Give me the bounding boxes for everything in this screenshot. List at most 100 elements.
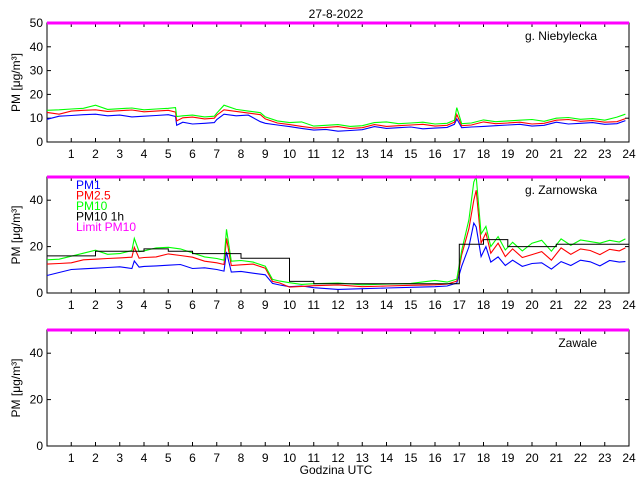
x-tick-label: 24 (622, 147, 636, 161)
x-tick-label: 1 (68, 298, 75, 312)
y-tick-label: 0 (36, 135, 43, 149)
x-tick-label: 3 (116, 298, 123, 312)
x-tick-label: 19 (501, 147, 515, 161)
plot-frame (46, 22, 630, 143)
x-tick-label: 18 (477, 298, 491, 312)
y-tick-label: 20 (30, 240, 44, 254)
x-tick-label: 24 (622, 298, 636, 312)
x-tick-label: 3 (116, 147, 123, 161)
y-tick-label: 40 (30, 346, 44, 360)
x-tick-label: 5 (165, 147, 172, 161)
x-tick-label: 10 (283, 298, 297, 312)
x-tick-label: 13 (356, 147, 370, 161)
x-tick-label: 15 (404, 298, 418, 312)
legend-entry: PM2.5 (76, 189, 111, 203)
x-tick-label: 6 (189, 147, 196, 161)
x-tick-label: 6 (189, 451, 196, 465)
x-axis-label: Godzina UTC (300, 463, 373, 477)
plot-frame (46, 176, 630, 294)
x-tick-label: 2 (92, 147, 99, 161)
x-tick-label: 15 (404, 451, 418, 465)
x-tick-label: 9 (262, 298, 269, 312)
x-tick-label: 12 (331, 147, 345, 161)
x-tick-label: 9 (262, 147, 269, 161)
x-tick-label: 7 (213, 451, 220, 465)
x-tick-label: 13 (356, 298, 370, 312)
x-tick-label: 6 (189, 298, 196, 312)
y-tick-label: 40 (30, 40, 44, 54)
legend-entry: PM10 (76, 199, 108, 213)
x-tick-label: 14 (380, 147, 394, 161)
series-line-pm1 (46, 113, 626, 132)
x-tick-label: 4 (141, 298, 148, 312)
x-tick-label: 16 (428, 298, 442, 312)
x-tick-label: 2 (92, 451, 99, 465)
y-tick-label: 50 (30, 16, 44, 30)
x-tick-label: 23 (598, 451, 612, 465)
x-tick-label: 2 (92, 298, 99, 312)
x-tick-label: 23 (598, 298, 612, 312)
x-tick-label: 10 (283, 451, 297, 465)
x-tick-label: 7 (213, 298, 220, 312)
series-line-pm10 (46, 104, 626, 127)
y-axis-label: PM [μg/m³] (9, 206, 23, 265)
x-tick-label: 21 (550, 451, 564, 465)
x-tick-label: 24 (622, 451, 636, 465)
x-tick-label: 18 (477, 147, 491, 161)
y-tick-label: 30 (30, 64, 44, 78)
x-tick-label: 1 (68, 451, 75, 465)
x-tick-label: 16 (428, 147, 442, 161)
x-tick-label: 13 (356, 451, 370, 465)
x-tick-label: 20 (525, 298, 539, 312)
x-tick-label: 22 (574, 451, 588, 465)
x-tick-label: 17 (453, 451, 467, 465)
y-tick-label: 20 (30, 87, 44, 101)
legend-entry: Limit PM10 (76, 220, 136, 234)
x-tick-label: 21 (550, 147, 564, 161)
y-tick-label: 10 (30, 111, 44, 125)
x-tick-label: 8 (238, 298, 245, 312)
y-tick-label: 20 (30, 393, 44, 407)
legend-entry: PM10 1h (76, 210, 124, 224)
x-tick-label: 22 (574, 147, 588, 161)
x-tick-label: 21 (550, 298, 564, 312)
y-axis-label: PM [μg/m³] (9, 359, 23, 418)
x-tick-label: 17 (453, 147, 467, 161)
x-tick-label: 5 (165, 298, 172, 312)
x-tick-label: 9 (262, 451, 269, 465)
x-tick-label: 15 (404, 147, 418, 161)
y-tick-label: 40 (30, 193, 44, 207)
x-tick-label: 14 (380, 451, 394, 465)
x-tick-label: 4 (141, 451, 148, 465)
y-tick-label: 0 (36, 439, 43, 453)
y-axis-label: PM [μg/m³] (9, 53, 23, 112)
series-line-pm1 (46, 221, 626, 290)
series-line-pm10_1h (47, 239, 629, 285)
x-tick-label: 11 (308, 147, 321, 161)
y-tick-label: 0 (36, 286, 43, 300)
x-tick-label: 12 (331, 298, 345, 312)
x-tick-label: 11 (308, 298, 321, 312)
x-tick-label: 14 (380, 298, 394, 312)
legend-entry: PM1 (76, 178, 101, 192)
x-tick-label: 19 (501, 298, 515, 312)
x-tick-label: 4 (141, 147, 148, 161)
x-tick-label: 1 (68, 147, 75, 161)
x-tick-label: 11 (308, 451, 321, 465)
station-label: g. Zarnowska (525, 183, 597, 197)
x-tick-label: 20 (525, 451, 539, 465)
x-tick-label: 19 (501, 451, 515, 465)
x-tick-label: 3 (116, 451, 123, 465)
series-line-pm25 (46, 109, 626, 129)
series-line-pm25 (46, 190, 626, 288)
x-tick-label: 8 (238, 147, 245, 161)
x-tick-label: 22 (574, 298, 588, 312)
x-tick-label: 12 (331, 451, 345, 465)
x-tick-label: 5 (165, 451, 172, 465)
station-label: g. Niebylecka (525, 29, 597, 43)
x-tick-label: 20 (525, 147, 539, 161)
x-tick-label: 17 (453, 298, 467, 312)
